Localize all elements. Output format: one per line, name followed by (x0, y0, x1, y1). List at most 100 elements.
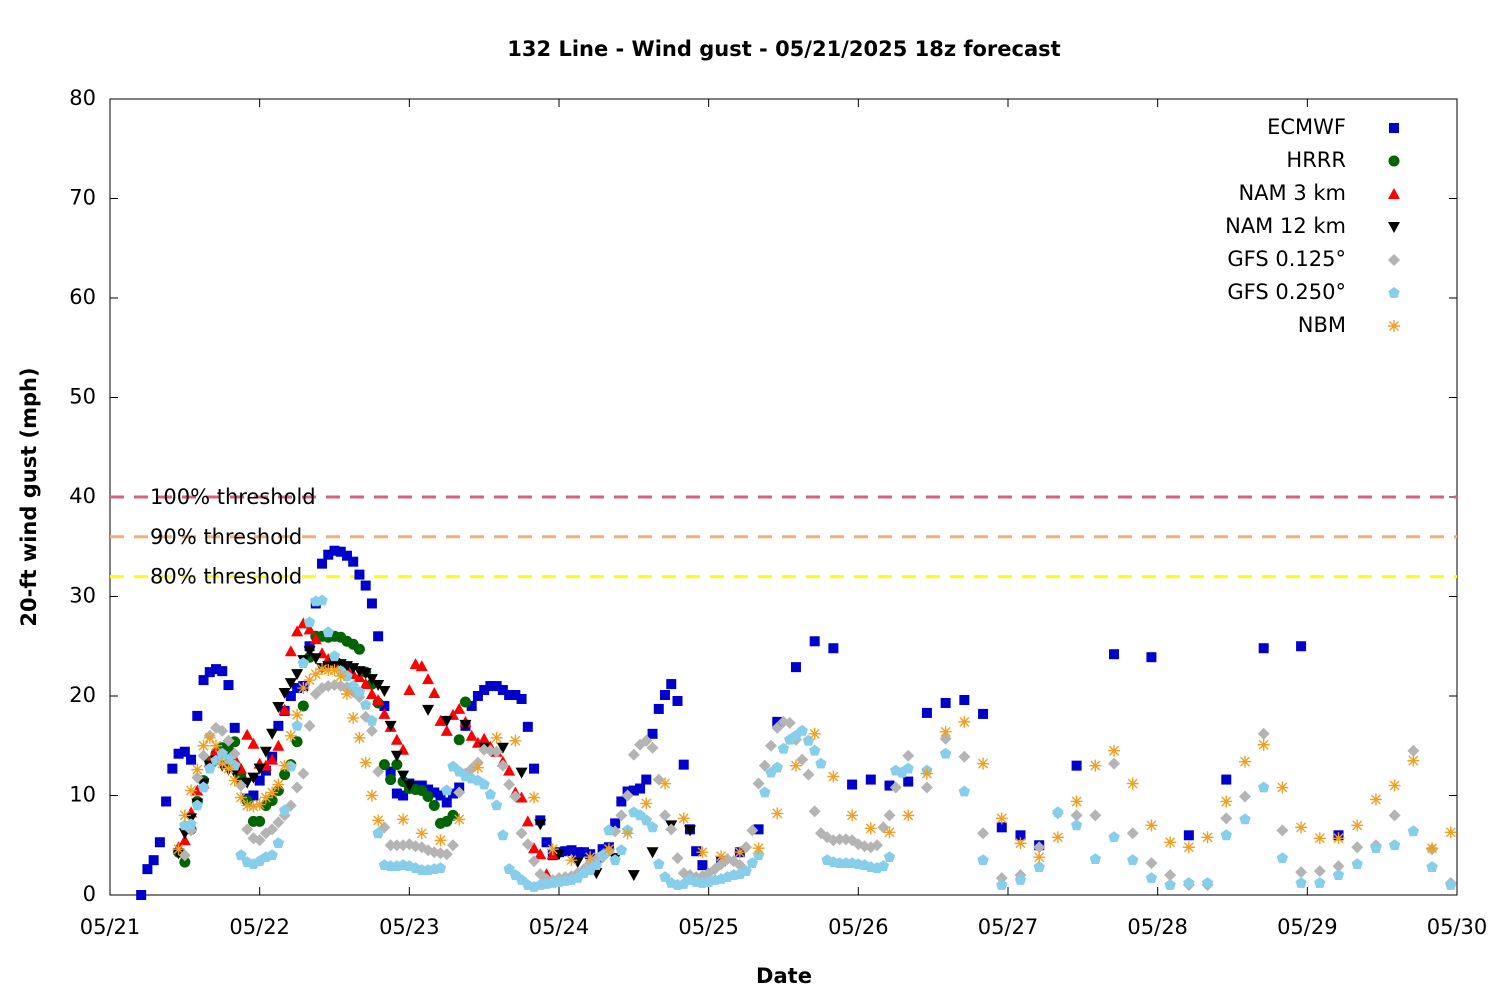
data-point (490, 731, 503, 744)
x-tick-label: 05/22 (229, 915, 290, 939)
data-point (390, 733, 403, 745)
data-point (522, 721, 533, 732)
data-point (490, 745, 503, 758)
data-point (178, 834, 191, 846)
data-point (1127, 854, 1139, 865)
data-point (1351, 819, 1364, 832)
data-point (372, 680, 385, 692)
data-point (210, 739, 223, 752)
data-point (521, 838, 534, 851)
data-point (247, 800, 260, 813)
legend-marker (1388, 155, 1400, 167)
data-point (484, 788, 497, 800)
data-point (372, 765, 385, 778)
data-point (516, 693, 527, 704)
data-point (902, 749, 915, 762)
data-point (1015, 830, 1026, 841)
data-point (322, 626, 334, 638)
data-point (697, 860, 708, 871)
data-point (247, 772, 260, 784)
data-point (833, 833, 846, 846)
data-point (1295, 877, 1307, 888)
data-point (659, 809, 672, 822)
data-point (309, 668, 322, 681)
data-point (1109, 649, 1120, 660)
data-point (241, 799, 254, 812)
data-point (1238, 755, 1251, 768)
data-point (1370, 842, 1382, 854)
data-point (479, 685, 490, 696)
data-point (777, 742, 790, 754)
data-point (465, 729, 478, 741)
data-point (615, 844, 628, 856)
data-point (397, 770, 410, 782)
data-point (1257, 727, 1270, 740)
data-point (217, 666, 228, 677)
data-point (491, 681, 502, 692)
data-point (1221, 774, 1232, 785)
data-point (528, 791, 541, 804)
data-point (359, 678, 372, 690)
data-point (958, 750, 971, 763)
data-point (297, 682, 310, 695)
data-point (303, 674, 316, 687)
data-point (316, 594, 328, 606)
x-axis-label: Date (756, 964, 812, 988)
data-point (303, 616, 316, 628)
data-point (278, 759, 291, 772)
data-point (515, 767, 528, 779)
data-point (347, 663, 360, 675)
data-point (877, 860, 889, 871)
data-point (347, 680, 359, 691)
data-point (1388, 809, 1401, 822)
data-point (429, 787, 440, 798)
data-point (752, 777, 765, 790)
x-tick-label: 05/21 (80, 915, 141, 939)
data-point (403, 780, 416, 792)
data-point (459, 696, 471, 708)
data-point (883, 809, 896, 822)
data-point (378, 686, 391, 698)
data-point (285, 691, 296, 701)
data-point (266, 728, 279, 740)
data-point (678, 759, 689, 770)
data-point (278, 804, 291, 816)
data-point (248, 790, 259, 801)
data-point (303, 623, 316, 635)
data-point (266, 849, 278, 861)
data-point (440, 848, 453, 861)
data-point (921, 707, 932, 718)
data-point (691, 846, 702, 857)
data-point (584, 851, 597, 864)
x-tick-label: 05/26 (828, 915, 889, 939)
y-tick-label: 10 (69, 783, 96, 807)
data-point (996, 822, 1007, 833)
data-point (1145, 819, 1158, 832)
data-point (403, 684, 416, 696)
data-point (572, 847, 583, 858)
data-point (142, 864, 153, 875)
data-point (185, 818, 197, 830)
data-point (222, 734, 235, 747)
data-point (148, 855, 159, 866)
data-point (266, 823, 279, 836)
legend-marker (1389, 123, 1399, 133)
data-point (1071, 760, 1082, 771)
data-point (347, 711, 360, 724)
data-point (1089, 809, 1102, 822)
data-point (272, 837, 285, 849)
data-point (1108, 757, 1121, 770)
data-point (1164, 879, 1176, 890)
data-point (391, 788, 402, 799)
data-point (528, 855, 541, 868)
data-point (197, 739, 210, 752)
data-point (335, 546, 346, 557)
data-point (273, 720, 284, 731)
data-point (1108, 831, 1120, 843)
data-point (1258, 643, 1269, 654)
data-point (920, 767, 933, 780)
data-point (359, 668, 372, 680)
threshold-label: 80% threshold (150, 565, 302, 589)
data-point (365, 674, 378, 686)
data-point (521, 815, 534, 827)
